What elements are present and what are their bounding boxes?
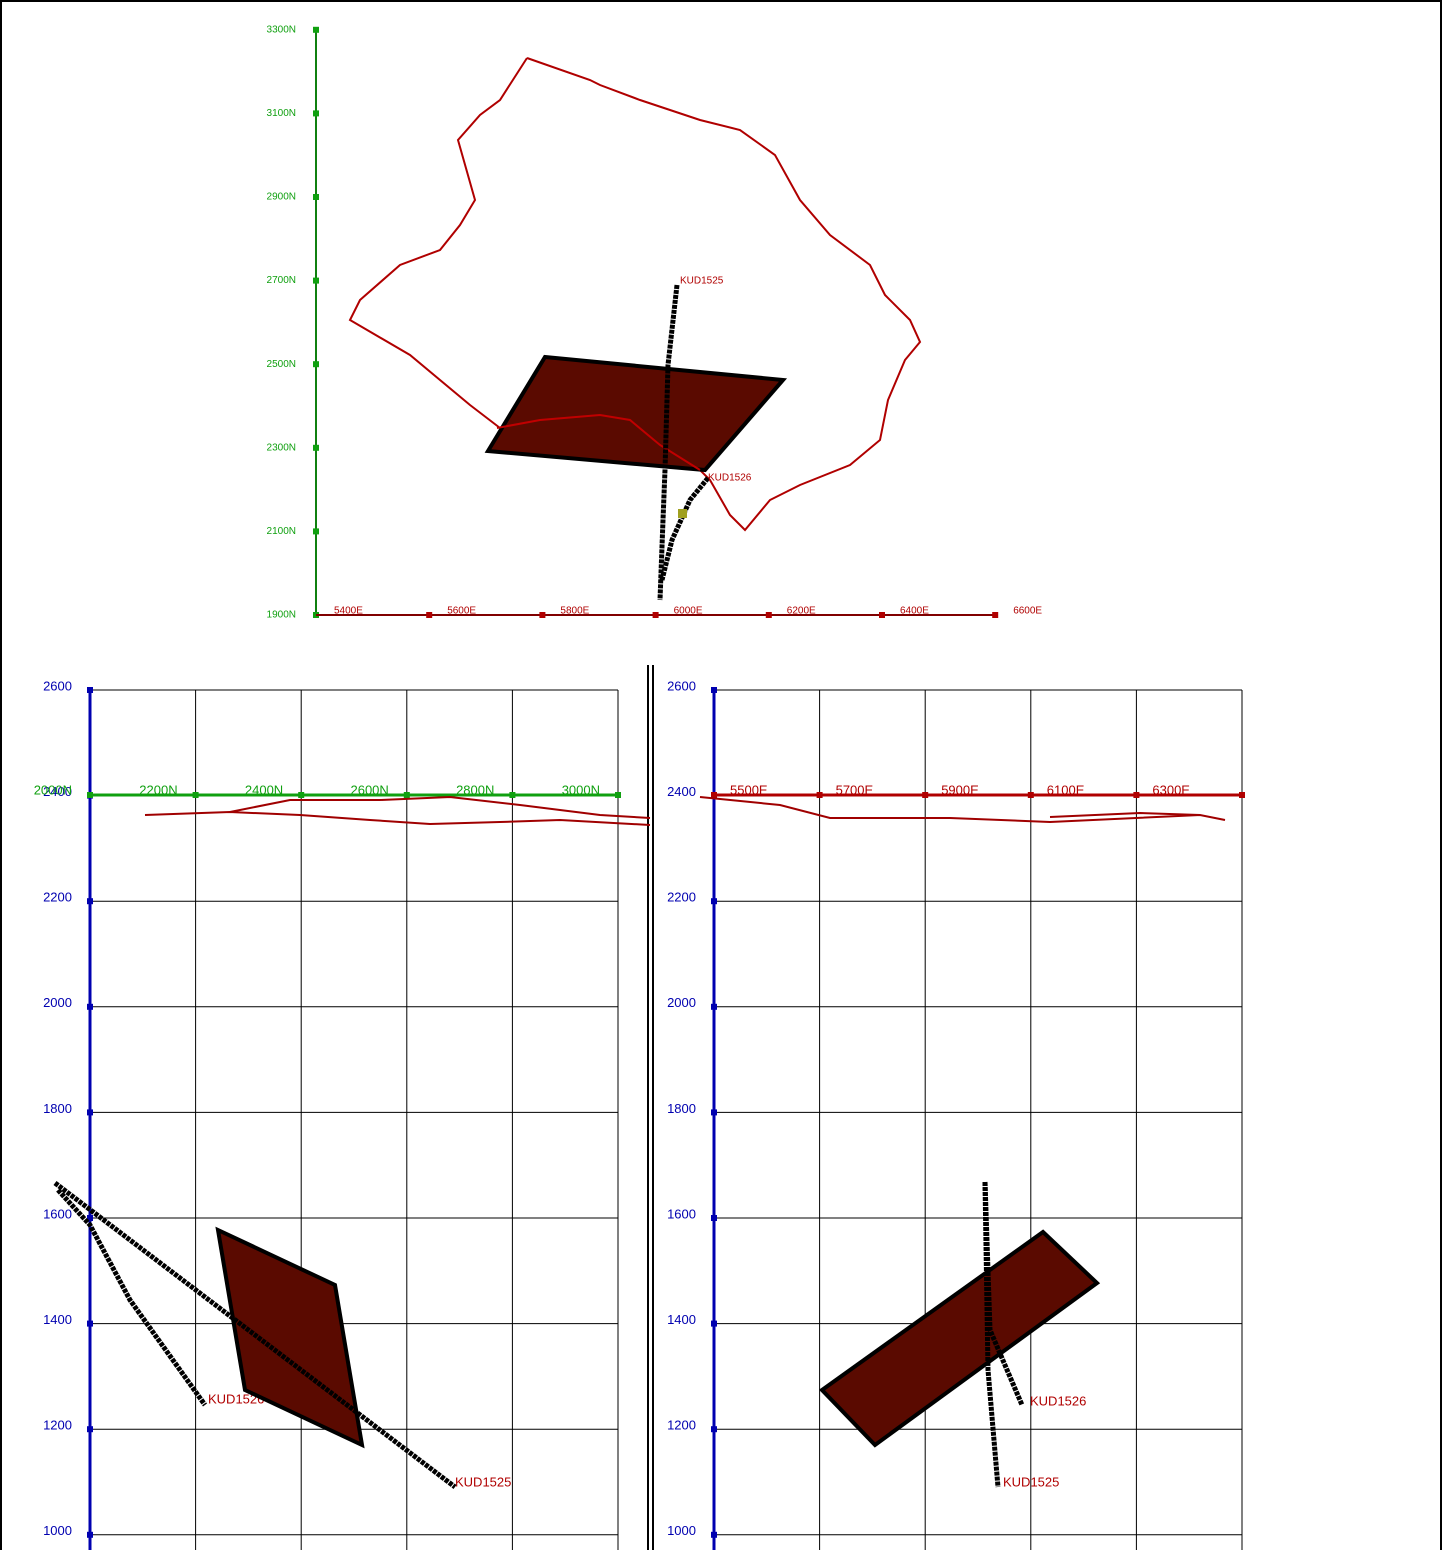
tick-marker [313,26,319,33]
elevation-label: 1200 [43,1418,72,1433]
hole-label: KUD1525 [455,1474,511,1489]
tick-marker [879,612,885,618]
elevation-label: 2200 [667,890,696,905]
easting-label: 6000E [674,606,703,617]
elevation-label: 1800 [667,1101,696,1116]
section-label: 6300E [1152,782,1190,797]
tick-marker [711,792,717,798]
northing-label: 2500N [267,359,296,370]
easting-label: 6200E [787,606,816,617]
elevation-label: 1600 [667,1206,696,1221]
easting-label: 5400E [334,606,363,617]
northing-label: 2700N [267,275,296,286]
tick-marker [539,612,546,618]
section-label: 2000N [34,782,72,797]
hole-label: KUD1526 [1030,1393,1086,1408]
tick-marker [313,528,319,535]
elevation-label: 1200 [667,1418,696,1433]
elevation-label: 1400 [667,1312,696,1327]
hole-label: KUD1526 [708,473,752,484]
elevation-label: 1000 [43,1523,72,1538]
elevation-label: 2000 [667,995,696,1010]
section-label: 2800N [456,782,494,797]
northing-label: 1900N [267,610,296,621]
elevation-label: 2400 [43,784,72,799]
elevation-label: 2600 [43,678,72,693]
hole-label: KUD1525 [1003,1474,1059,1489]
easting-label: 6400E [900,606,929,617]
drill-trace [657,284,680,601]
tick-marker [313,277,319,284]
tick-marker [87,792,93,798]
tick-marker [313,444,319,451]
tick-marker [509,792,516,798]
section-label: 3000N [562,782,600,797]
elevation-label: 2600 [667,678,696,693]
tick-marker [426,612,433,618]
pit-outline [348,57,922,532]
section-label: 6100E [1047,782,1085,797]
collar-marker [678,509,687,518]
section-label: 5700E [836,782,874,797]
tick-marker [313,361,319,368]
tick-marker [1133,792,1140,798]
tick-marker [922,792,929,798]
surface-line [1049,811,1201,818]
drill-trace [659,476,710,581]
section-label: 5900E [941,782,979,797]
easting-label: 5800E [560,606,589,617]
tick-marker [765,612,772,618]
hole-label: KUD1526 [208,1391,264,1406]
surface-line [144,810,651,826]
elevation-label: 2400 [667,784,696,799]
drill-trace [56,1188,208,1407]
surface-line [496,413,701,471]
drill-trace [53,1181,457,1489]
tick-marker [313,194,319,200]
tick-marker [298,792,305,798]
northing-label: 2900N [267,192,296,203]
tick-marker [1239,792,1245,798]
tick-marker [403,792,410,798]
elevation-label: 1800 [43,1101,72,1116]
hole-label: KUD1525 [680,276,724,287]
tick-marker [615,792,621,798]
section-label: 2600N [350,782,388,797]
northing-label: 2300N [267,442,296,453]
tick-marker [313,110,319,117]
elevation-label: 2200 [43,890,72,905]
elevation-label: 1000 [667,1523,696,1538]
northing-label: 3300N [267,24,296,35]
labels: 1900N 2100N 2300N 2500N 2700N 2900N 3100N 3300N… [34,24,1191,1538]
section-label: 2400N [245,782,283,797]
easting-label: 5600E [447,606,476,617]
section-shapes [53,795,1226,1489]
elevation-label: 1400 [43,1312,72,1327]
tick-marker [192,792,199,798]
tick-marker [652,612,659,618]
geology-shapes [87,26,1245,1550]
drill-trace [982,1181,1025,1406]
easting-label: 6600E [1013,606,1042,617]
section-label: 5500E [730,782,768,797]
elevation-label: 2000 [43,995,72,1010]
surface-line [229,795,651,819]
northing-label: 3100N [267,108,296,119]
tick-marker [992,612,999,618]
ore-body [818,1229,1101,1448]
ore-body [484,354,788,473]
tick-marker [816,792,823,798]
tick-marker [1027,792,1034,798]
northing-label: 2100N [267,526,296,537]
elevation-label: 1600 [43,1206,72,1221]
section-label: 2200N [139,782,177,797]
